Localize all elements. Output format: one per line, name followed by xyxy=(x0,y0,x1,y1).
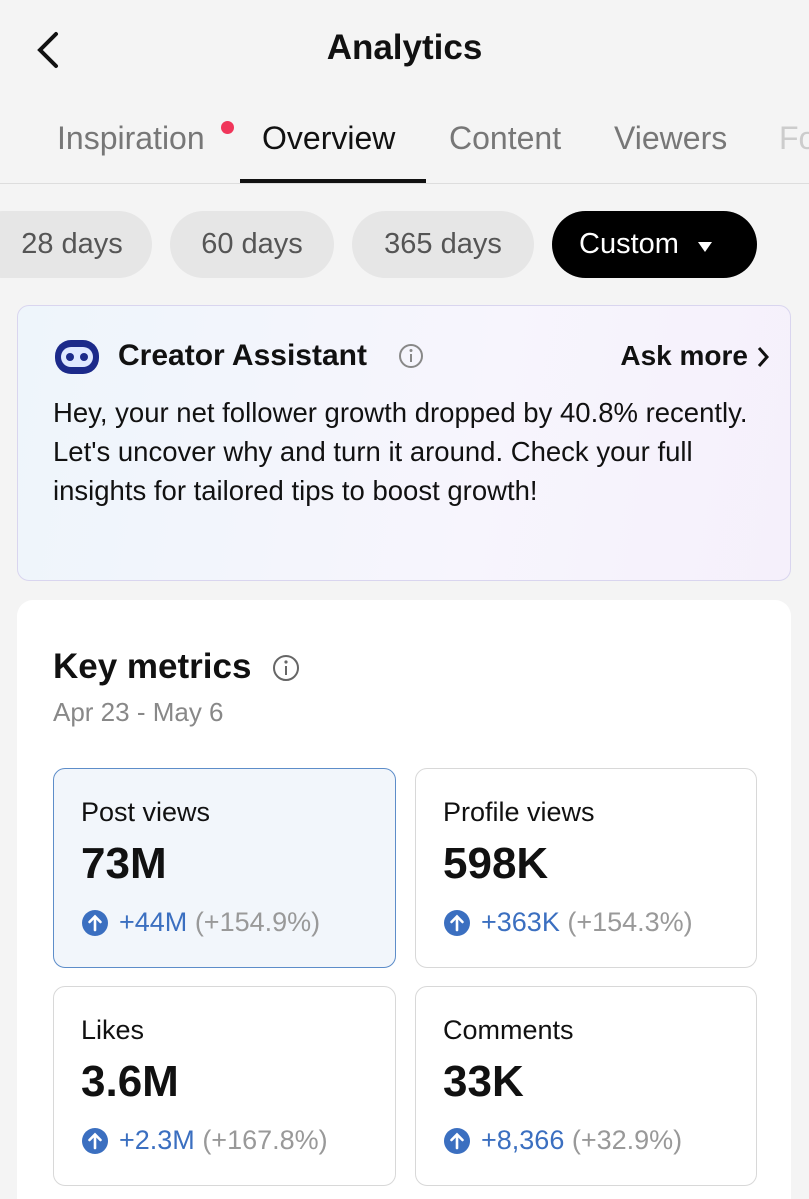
metric-change: +2.3M (+167.8%) xyxy=(81,1125,328,1156)
tab[interactable]: Followers xyxy=(779,120,809,156)
section-title: Key metrics xyxy=(53,647,252,686)
change-value: +2.3M xyxy=(119,1125,195,1155)
metric-change: +44M (+154.9%) xyxy=(81,907,320,938)
metric-change: +363K (+154.3%) xyxy=(443,907,693,938)
tab[interactable]: Viewers xyxy=(614,120,728,156)
metric-label: Comments xyxy=(443,1015,574,1045)
change-percent: (+154.9%) xyxy=(194,907,321,937)
tab-active[interactable]: Overview xyxy=(262,120,396,156)
period-chip[interactable]: 28 days xyxy=(0,211,152,278)
change-text: +363K (+154.3%) xyxy=(481,907,693,938)
chevron xyxy=(757,347,770,367)
change-percent: (+167.8%) xyxy=(202,1125,328,1155)
metric-tile[interactable]: Likes 3.6M +2.3M (+167.8%) xyxy=(53,986,396,1186)
metric-label: Likes xyxy=(81,1015,145,1045)
chip-label: Custom xyxy=(579,228,679,260)
notification-dot xyxy=(221,121,234,134)
change-text: +44M (+154.9%) xyxy=(119,907,320,938)
metric-change: +8,366 (+32.9%) xyxy=(443,1125,682,1156)
metric-tile[interactable]: Comments 33K +8,366 (+32.9%) xyxy=(415,986,757,1186)
up-arrow-icon xyxy=(444,1127,470,1154)
metric-value: 3.6M xyxy=(81,1057,179,1106)
tab[interactable]: Inspiration xyxy=(57,120,205,156)
period-chip[interactable]: 60 days xyxy=(170,211,334,278)
metric-tile[interactable]: Post views 73M +44M (+154.9%) xyxy=(53,768,396,968)
assistant-title: Creator Assistant xyxy=(118,339,367,372)
divider xyxy=(0,183,809,184)
ask-more[interactable]: Ask more xyxy=(620,340,748,371)
period-chip-active[interactable]: Custom xyxy=(552,211,757,278)
metric-tile[interactable]: Profile views 598K +363K (+154.3%) xyxy=(415,768,757,968)
metric-value: 598K xyxy=(443,839,549,888)
change-percent: (+32.9%) xyxy=(571,1125,683,1155)
assistant-message: Hey, your net follower growth dropped by… xyxy=(53,397,748,506)
page-title: Analytics xyxy=(326,28,483,67)
change-text: +8,366 (+32.9%) xyxy=(481,1125,682,1156)
info-icon[interactable] xyxy=(272,654,300,682)
date-range: Apr 23 - May 6 xyxy=(53,697,224,727)
back-button[interactable] xyxy=(34,30,62,70)
up-arrow-icon xyxy=(82,909,108,936)
metric-value: 73M xyxy=(81,839,167,888)
period-chip[interactable]: 365 days xyxy=(352,211,534,278)
change-value: +8,366 xyxy=(481,1125,565,1155)
assistant-card[interactable]: Creator Assistant Ask more Hey, your net… xyxy=(17,305,791,581)
metric-value: 33K xyxy=(443,1057,524,1106)
tab-underline xyxy=(240,179,426,183)
metric-label: Profile views xyxy=(443,797,595,827)
metric-label: Post views xyxy=(81,797,211,827)
assistant-icon xyxy=(55,340,99,374)
up-arrow-icon xyxy=(444,909,470,936)
dropdown-caret xyxy=(697,242,712,252)
info-icon[interactable] xyxy=(398,343,424,369)
tab[interactable]: Content xyxy=(449,120,562,156)
change-value: +363K xyxy=(481,907,560,937)
change-value: +44M xyxy=(119,907,188,937)
change-percent: (+154.3%) xyxy=(567,907,693,937)
up-arrow-icon xyxy=(82,1127,108,1154)
change-text: +2.3M (+167.8%) xyxy=(119,1125,328,1156)
